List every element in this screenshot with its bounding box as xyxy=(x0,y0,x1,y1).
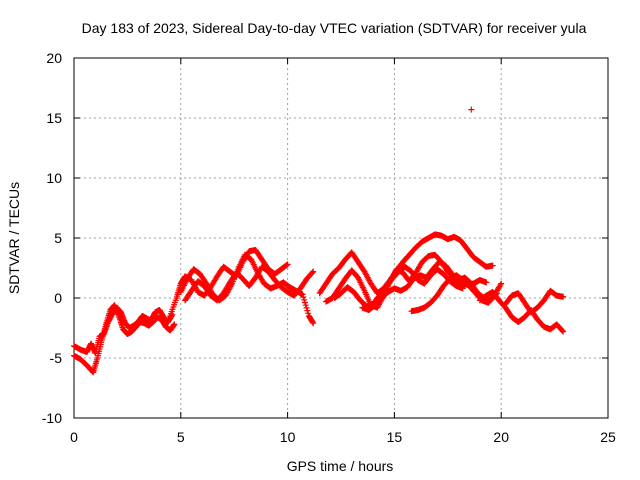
data-point xyxy=(310,320,317,327)
data-point xyxy=(497,281,504,288)
series-track-l xyxy=(502,287,567,316)
x-tick-label: 5 xyxy=(177,429,185,445)
series-track-k xyxy=(476,289,567,335)
data-point xyxy=(304,307,311,314)
data-point xyxy=(559,327,566,334)
data-point xyxy=(302,302,309,309)
data-point xyxy=(498,280,505,287)
series-outlier xyxy=(468,106,475,113)
series-track-b xyxy=(71,304,176,357)
data-point xyxy=(284,261,291,268)
x-tick-label: 25 xyxy=(600,429,616,445)
y-tick-label: -5 xyxy=(50,350,63,366)
y-axis-label: SDTVAR / TECUs xyxy=(6,182,22,294)
data-point xyxy=(560,293,567,300)
y-tick-label: 15 xyxy=(46,110,62,126)
data-point xyxy=(489,262,496,269)
series-track-f xyxy=(316,231,496,297)
data-point xyxy=(301,299,308,306)
grid-lines xyxy=(74,58,608,418)
x-axis-label: GPS time / hours xyxy=(287,458,394,474)
series-track-i xyxy=(359,259,500,313)
data-point xyxy=(309,269,316,276)
data-point xyxy=(468,106,475,113)
y-tick-label: -10 xyxy=(42,410,62,426)
series-track-e xyxy=(182,263,317,304)
data-point xyxy=(560,328,567,335)
y-tick-label: 5 xyxy=(54,230,62,246)
data-point xyxy=(301,296,308,303)
y-tick-label: 0 xyxy=(54,290,62,306)
data-points xyxy=(71,106,567,376)
chart-title: Day 183 of 2023, Sidereal Day-to-day VTE… xyxy=(82,20,587,36)
data-point xyxy=(300,294,307,301)
data-point xyxy=(305,310,312,317)
y-tick-label: 20 xyxy=(46,50,62,66)
axis-ticks: 0 5 10 15 20 25 -10 -5 0 5 10 15 20 xyxy=(42,50,616,445)
x-tick-label: 10 xyxy=(280,429,296,445)
x-tick-label: 20 xyxy=(493,429,509,445)
data-point xyxy=(310,268,317,275)
data-point xyxy=(459,285,466,292)
data-point xyxy=(483,279,490,286)
x-tick-label: 15 xyxy=(387,429,403,445)
x-tick-label: 0 xyxy=(70,429,78,445)
data-point xyxy=(299,291,306,298)
data-point xyxy=(303,304,310,311)
series-track-h xyxy=(331,263,466,310)
y-tick-label: 10 xyxy=(46,170,62,186)
data-point xyxy=(171,321,178,328)
